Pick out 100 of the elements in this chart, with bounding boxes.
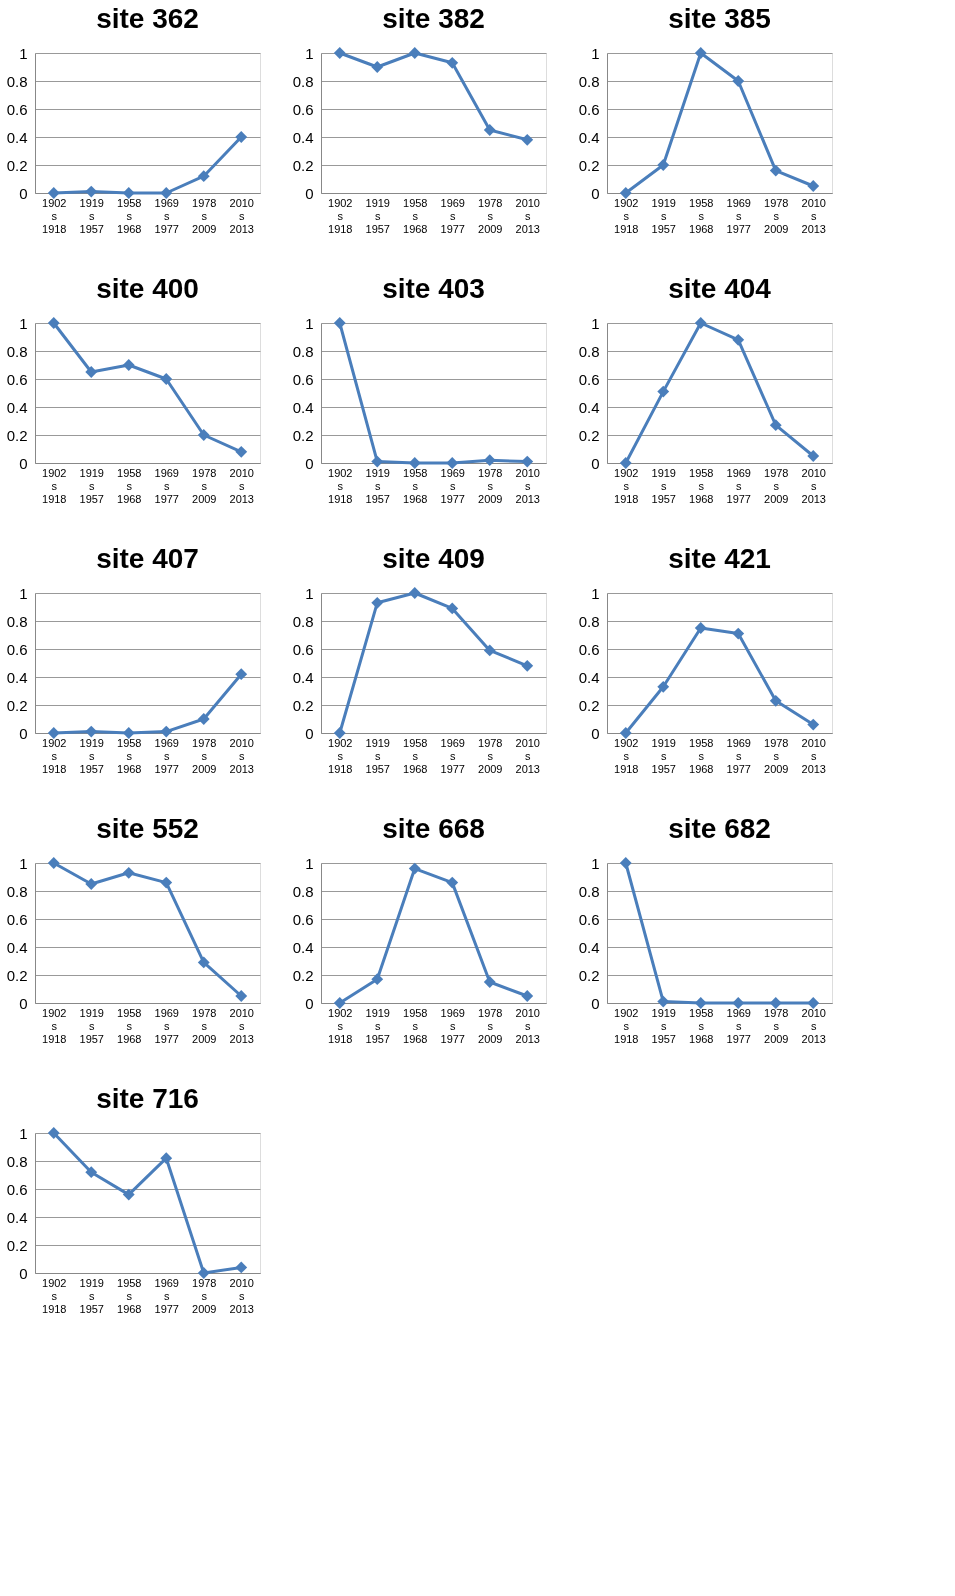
point <box>197 429 210 441</box>
y-tick-label: 0.2 <box>292 696 314 714</box>
x-tick-label: 2010 s 2013 <box>801 466 826 505</box>
y-tick-label: 0 <box>19 184 28 202</box>
y-tick-label: 0.8 <box>6 612 28 630</box>
y-tick-label: 0.2 <box>578 426 600 444</box>
point <box>235 1261 248 1274</box>
point <box>446 56 459 69</box>
y-tick-label: 0.2 <box>578 696 600 714</box>
x-tick-label: 1969 s 1977 <box>154 736 179 775</box>
y-tick-label: 0 <box>305 724 314 742</box>
x-tick-label: 1969 s 1977 <box>440 466 465 505</box>
chart-title: site 400 <box>96 273 199 304</box>
y-tick-label: 0 <box>591 724 600 742</box>
point <box>657 159 670 171</box>
x-tick-label: 1978 s 2009 <box>192 466 217 505</box>
point <box>521 133 534 146</box>
point <box>371 61 384 73</box>
y-tick-label: 0.2 <box>292 426 314 444</box>
point <box>694 47 707 59</box>
point <box>333 317 346 329</box>
x-tick-label: 1958 s 1968 <box>689 466 714 505</box>
x-tick-label: 1919 s 1957 <box>365 196 390 235</box>
point <box>807 997 820 1009</box>
x-tick-label: 1958 s 1968 <box>117 736 142 775</box>
point <box>694 317 707 329</box>
x-tick-label: 1919 s 1957 <box>651 736 676 775</box>
x-tick-label: 1969 s 1977 <box>726 1006 751 1045</box>
point <box>521 990 534 1002</box>
point <box>333 997 346 1009</box>
x-tick-label: 2010 s 2013 <box>515 736 540 775</box>
chart-title: site 382 <box>382 3 485 34</box>
x-tick-label: 1902 s 1918 <box>42 1276 67 1315</box>
y-tick-label: 0.4 <box>578 398 600 416</box>
x-tick-label: 1902 s 1918 <box>328 736 353 775</box>
point <box>521 455 534 468</box>
x-tick-label: 1958 s 1968 <box>689 196 714 235</box>
y-tick-label: 0.4 <box>6 938 28 956</box>
point <box>807 450 820 462</box>
x-tick-label: 1958 s 1968 <box>117 1276 142 1315</box>
y-tick-label: 0.8 <box>6 72 28 90</box>
point <box>122 866 135 879</box>
x-tick-label: 1919 s 1957 <box>365 736 390 775</box>
point <box>408 587 421 599</box>
x-tick-label: 1902 s 1918 <box>42 196 67 235</box>
x-tick-label: 2010 s 2013 <box>801 196 826 235</box>
y-tick-label: 0.8 <box>578 342 600 360</box>
x-tick-label: 1969 s 1977 <box>726 736 751 775</box>
x-tick-label: 1919 s 1957 <box>79 196 104 235</box>
y-tick-label: 1 <box>19 1124 28 1142</box>
point <box>446 876 459 889</box>
point <box>85 725 98 738</box>
y-tick-label: 1 <box>591 314 600 332</box>
x-tick-label: 2010 s 2013 <box>229 466 254 505</box>
y-tick-label: 0.4 <box>6 1208 28 1226</box>
point <box>333 727 346 739</box>
point <box>85 878 98 890</box>
point <box>47 857 60 869</box>
point <box>619 187 632 199</box>
y-tick-label: 0.4 <box>578 938 600 956</box>
point <box>371 596 384 609</box>
x-tick-label: 1902 s 1918 <box>614 736 639 775</box>
x-tick-label: 1978 s 2009 <box>192 736 217 775</box>
x-tick-label: 1978 s 2009 <box>478 196 503 235</box>
point <box>333 47 346 59</box>
x-tick-label: 1902 s 1918 <box>614 196 639 235</box>
x-tick-label: 1969 s 1977 <box>154 466 179 505</box>
x-tick-label: 1919 s 1957 <box>365 1006 390 1045</box>
y-tick-label: 0 <box>591 184 600 202</box>
y-tick-label: 0 <box>591 994 600 1012</box>
x-tick-label: 1902 s 1918 <box>42 466 67 505</box>
y-tick-label: 0.4 <box>292 938 314 956</box>
chart-title: site 407 <box>96 543 199 574</box>
point <box>47 727 60 739</box>
x-tick-label: 1902 s 1918 <box>328 1006 353 1045</box>
y-tick-label: 1 <box>591 584 600 602</box>
point <box>483 454 496 467</box>
x-tick-label: 1919 s 1957 <box>651 196 676 235</box>
x-tick-label: 1958 s 1968 <box>117 1006 142 1045</box>
y-tick-label: 0.6 <box>6 370 28 388</box>
x-tick-label: 1958 s 1968 <box>689 736 714 775</box>
x-tick-label: 1978 s 2009 <box>478 1006 503 1045</box>
point <box>657 995 670 1008</box>
point <box>732 75 745 87</box>
point <box>732 627 745 640</box>
x-tick-label: 1919 s 1957 <box>651 1006 676 1045</box>
chart-title: site 385 <box>668 3 771 34</box>
x-tick-label: 1902 s 1918 <box>614 1006 639 1045</box>
point <box>197 956 210 969</box>
y-tick-label: 0 <box>19 994 28 1012</box>
chart-title: site 552 <box>96 813 199 844</box>
point <box>619 457 632 469</box>
point <box>85 185 98 198</box>
y-tick-label: 0.6 <box>578 910 600 928</box>
y-tick-label: 0.6 <box>578 100 600 118</box>
x-tick-label: 1969 s 1977 <box>726 466 751 505</box>
x-tick-label: 1969 s 1977 <box>726 196 751 235</box>
y-tick-label: 0 <box>305 994 314 1012</box>
y-tick-label: 0.6 <box>292 370 314 388</box>
y-tick-label: 0.2 <box>6 426 28 444</box>
